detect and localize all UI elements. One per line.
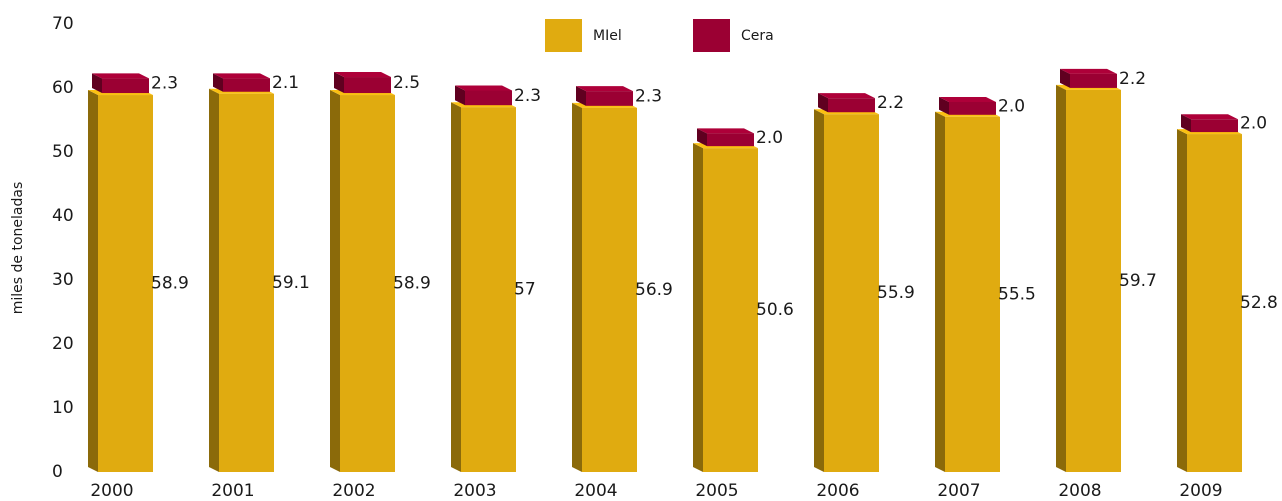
y-tick-label: 60 (52, 78, 74, 98)
value-label: 56.9 (635, 280, 673, 300)
x-tick-label: 2005 (695, 481, 738, 501)
x-tick-label: 2006 (816, 481, 859, 501)
bar-miel-side (88, 90, 98, 472)
bar-miel-side (693, 143, 703, 472)
y-tick-label: 70 (52, 14, 74, 34)
bar-miel (340, 95, 395, 472)
x-tick-label: 2000 (90, 481, 133, 501)
bar-cera-top (939, 97, 996, 102)
value-label: 2.0 (1240, 114, 1267, 134)
x-tick-label: 2002 (332, 481, 375, 501)
value-label: 2.2 (1119, 69, 1146, 89)
x-tick-label: 2009 (1179, 481, 1222, 501)
bar-cera (949, 102, 996, 115)
value-label: 2.1 (272, 73, 299, 93)
value-label: 57 (514, 280, 536, 300)
value-label: 2.3 (151, 74, 178, 94)
bar-cera-top (697, 128, 754, 134)
bar-miel-side (330, 90, 340, 472)
x-tick-label: 2008 (1058, 481, 1101, 501)
legend-label: Cera (741, 28, 774, 44)
bar-cera-side (213, 73, 223, 92)
bar-cera-top (92, 73, 149, 79)
bar-cera (707, 133, 754, 147)
value-label: 55.9 (877, 283, 915, 303)
bar-miel-side (814, 109, 824, 473)
bar-miel-side (209, 88, 219, 472)
bar-cera-top (455, 85, 512, 91)
bar-cera (102, 78, 149, 94)
bar-cera-side (576, 86, 586, 106)
bar-cera-side (334, 72, 344, 94)
bar-cera (828, 98, 875, 113)
bar-cera-side (818, 93, 828, 113)
bar-miel-side (1056, 84, 1066, 473)
value-label: 2.5 (393, 73, 420, 93)
bar-cera-side (1181, 114, 1191, 133)
x-tick-label: 2003 (453, 481, 496, 501)
value-label: 52.8 (1240, 293, 1278, 313)
value-label: 2.0 (998, 96, 1025, 116)
bar-miel (1187, 134, 1242, 472)
bar-cera-side (1060, 68, 1070, 88)
bar-miel-side (451, 102, 461, 472)
bar-miel-side (572, 102, 582, 472)
legend-swatch (545, 19, 582, 52)
value-label: 2.2 (877, 93, 904, 113)
value-label: 50.6 (756, 300, 794, 320)
value-label: 2.0 (756, 128, 783, 148)
legend-label: MIel (593, 28, 622, 44)
bar-miel (703, 148, 758, 472)
bar-cera-top (1181, 114, 1238, 120)
bar-cera-top (1060, 68, 1117, 74)
bar-cera (1070, 73, 1117, 88)
x-tick-label: 2004 (574, 481, 617, 501)
bar-cera (1191, 119, 1238, 133)
bar-miel (98, 95, 153, 472)
bar-cera-side (92, 73, 102, 94)
bar-miel (945, 116, 1000, 473)
y-axis-label: miles de toneladas (10, 182, 26, 315)
bar-cera-top (818, 93, 875, 99)
bar-cera (223, 78, 270, 92)
y-tick-label: 20 (52, 334, 74, 354)
bar-miel (461, 107, 516, 472)
value-label: 55.5 (998, 284, 1036, 304)
bar-cera-side (697, 128, 707, 147)
value-label: 2.3 (635, 86, 662, 106)
bar-miel (582, 107, 637, 472)
y-tick-label: 10 (52, 398, 74, 418)
bar-miel (1066, 89, 1121, 473)
bar-cera-side (939, 97, 949, 115)
bar-miel (219, 93, 274, 472)
value-label: 58.9 (393, 274, 431, 294)
value-label: 2.3 (514, 86, 541, 106)
y-tick-label: 30 (52, 270, 74, 290)
bar-cera-top (576, 86, 633, 92)
x-tick-label: 2007 (937, 481, 980, 501)
bar-miel-side (1177, 129, 1187, 472)
legend-swatch (693, 19, 730, 52)
y-tick-label: 40 (52, 206, 74, 226)
bar-cera-side (455, 85, 465, 106)
bar-miel-side (935, 111, 945, 473)
bar-cera-top (213, 73, 270, 79)
x-tick-label: 2001 (211, 481, 254, 501)
y-tick-label: 0 (52, 462, 63, 482)
y-tick-label: 50 (52, 142, 74, 162)
bar-cera (586, 91, 633, 106)
value-label: 58.9 (151, 274, 189, 294)
bar-miel (824, 114, 879, 473)
bar-cera-top (334, 72, 391, 78)
bar-cera (344, 77, 391, 94)
value-label: 59.7 (1119, 271, 1157, 291)
bar-cera (465, 90, 512, 106)
value-label: 59.1 (272, 273, 310, 293)
